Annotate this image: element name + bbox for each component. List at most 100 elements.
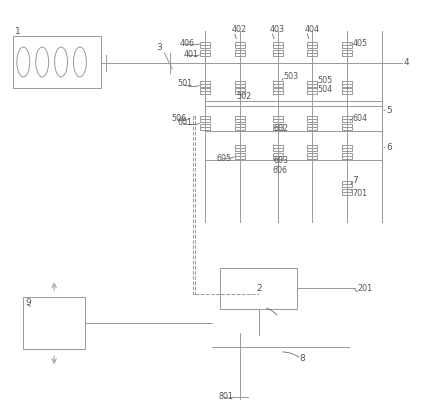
Bar xyxy=(342,156,352,159)
Bar xyxy=(200,119,210,122)
Text: 605: 605 xyxy=(216,154,231,163)
Bar xyxy=(200,91,210,94)
Bar xyxy=(307,50,317,53)
Bar xyxy=(200,81,210,84)
Bar xyxy=(307,53,317,56)
Bar xyxy=(235,148,245,151)
Text: 701: 701 xyxy=(352,189,367,198)
Bar xyxy=(307,148,317,151)
Bar xyxy=(272,124,283,127)
Ellipse shape xyxy=(54,47,67,77)
Bar xyxy=(272,127,283,130)
Bar xyxy=(342,84,352,87)
Bar xyxy=(272,145,283,148)
Bar xyxy=(235,53,245,56)
Bar xyxy=(307,145,317,148)
Bar xyxy=(235,124,245,127)
Bar xyxy=(272,91,283,94)
Bar xyxy=(235,127,245,130)
Ellipse shape xyxy=(17,47,30,77)
Bar xyxy=(342,124,352,127)
Bar xyxy=(272,88,283,91)
Bar xyxy=(272,153,283,156)
Bar xyxy=(235,91,245,94)
Bar xyxy=(235,88,245,91)
Bar xyxy=(342,189,352,192)
Ellipse shape xyxy=(74,47,86,77)
Text: 406: 406 xyxy=(179,38,194,48)
Bar xyxy=(272,148,283,151)
Bar xyxy=(342,148,352,151)
Text: 505: 505 xyxy=(317,76,333,85)
Bar xyxy=(200,88,210,91)
Bar xyxy=(200,116,210,119)
Text: 7: 7 xyxy=(352,176,358,185)
Text: 601: 601 xyxy=(177,118,192,127)
Text: 501: 501 xyxy=(177,79,192,88)
Text: 405: 405 xyxy=(352,38,367,48)
Bar xyxy=(235,145,245,148)
Text: 9: 9 xyxy=(25,298,31,307)
Bar xyxy=(307,42,317,45)
Bar xyxy=(272,156,283,159)
Bar xyxy=(272,42,283,45)
Text: 801: 801 xyxy=(218,392,233,401)
Text: 503: 503 xyxy=(284,72,299,82)
Text: 602: 602 xyxy=(274,124,289,133)
Text: 1: 1 xyxy=(16,27,21,36)
Text: 603: 603 xyxy=(274,156,289,165)
Bar xyxy=(272,116,283,119)
Bar xyxy=(307,124,317,127)
Bar xyxy=(200,124,210,127)
Bar xyxy=(307,153,317,156)
Bar xyxy=(272,50,283,53)
Bar xyxy=(200,127,210,130)
Bar xyxy=(342,81,352,84)
Bar xyxy=(272,119,283,122)
Bar xyxy=(342,181,352,184)
Bar xyxy=(307,156,317,159)
Text: 6: 6 xyxy=(386,143,392,152)
Text: 403: 403 xyxy=(270,25,285,34)
Text: 8: 8 xyxy=(299,354,305,364)
Bar xyxy=(235,119,245,122)
Bar xyxy=(342,50,352,53)
Bar xyxy=(235,156,245,159)
Bar xyxy=(342,88,352,91)
Bar xyxy=(342,127,352,130)
Text: 2: 2 xyxy=(256,284,261,293)
Bar xyxy=(235,42,245,45)
Bar xyxy=(307,84,317,87)
Bar xyxy=(220,268,298,309)
Text: 401: 401 xyxy=(183,50,198,59)
Bar xyxy=(272,81,283,84)
Text: 3: 3 xyxy=(156,43,162,51)
Bar xyxy=(200,84,210,87)
Bar xyxy=(342,119,352,122)
Text: 201: 201 xyxy=(357,284,372,293)
Bar xyxy=(342,91,352,94)
Bar xyxy=(342,116,352,119)
Bar xyxy=(307,45,317,48)
Bar xyxy=(342,192,352,195)
Bar xyxy=(342,45,352,48)
Bar xyxy=(307,119,317,122)
Bar xyxy=(235,116,245,119)
Bar xyxy=(272,45,283,48)
Bar xyxy=(200,53,210,56)
Bar xyxy=(235,153,245,156)
Text: 4: 4 xyxy=(404,59,409,67)
Bar xyxy=(23,298,85,349)
Bar xyxy=(342,42,352,45)
Text: 5: 5 xyxy=(386,106,392,115)
Bar xyxy=(307,81,317,84)
Bar xyxy=(235,45,245,48)
Bar xyxy=(307,88,317,91)
Bar xyxy=(307,127,317,130)
Ellipse shape xyxy=(36,47,49,77)
Text: 506: 506 xyxy=(171,114,187,123)
Bar xyxy=(200,42,210,45)
Bar xyxy=(307,91,317,94)
Bar xyxy=(342,153,352,156)
Bar xyxy=(200,50,210,53)
